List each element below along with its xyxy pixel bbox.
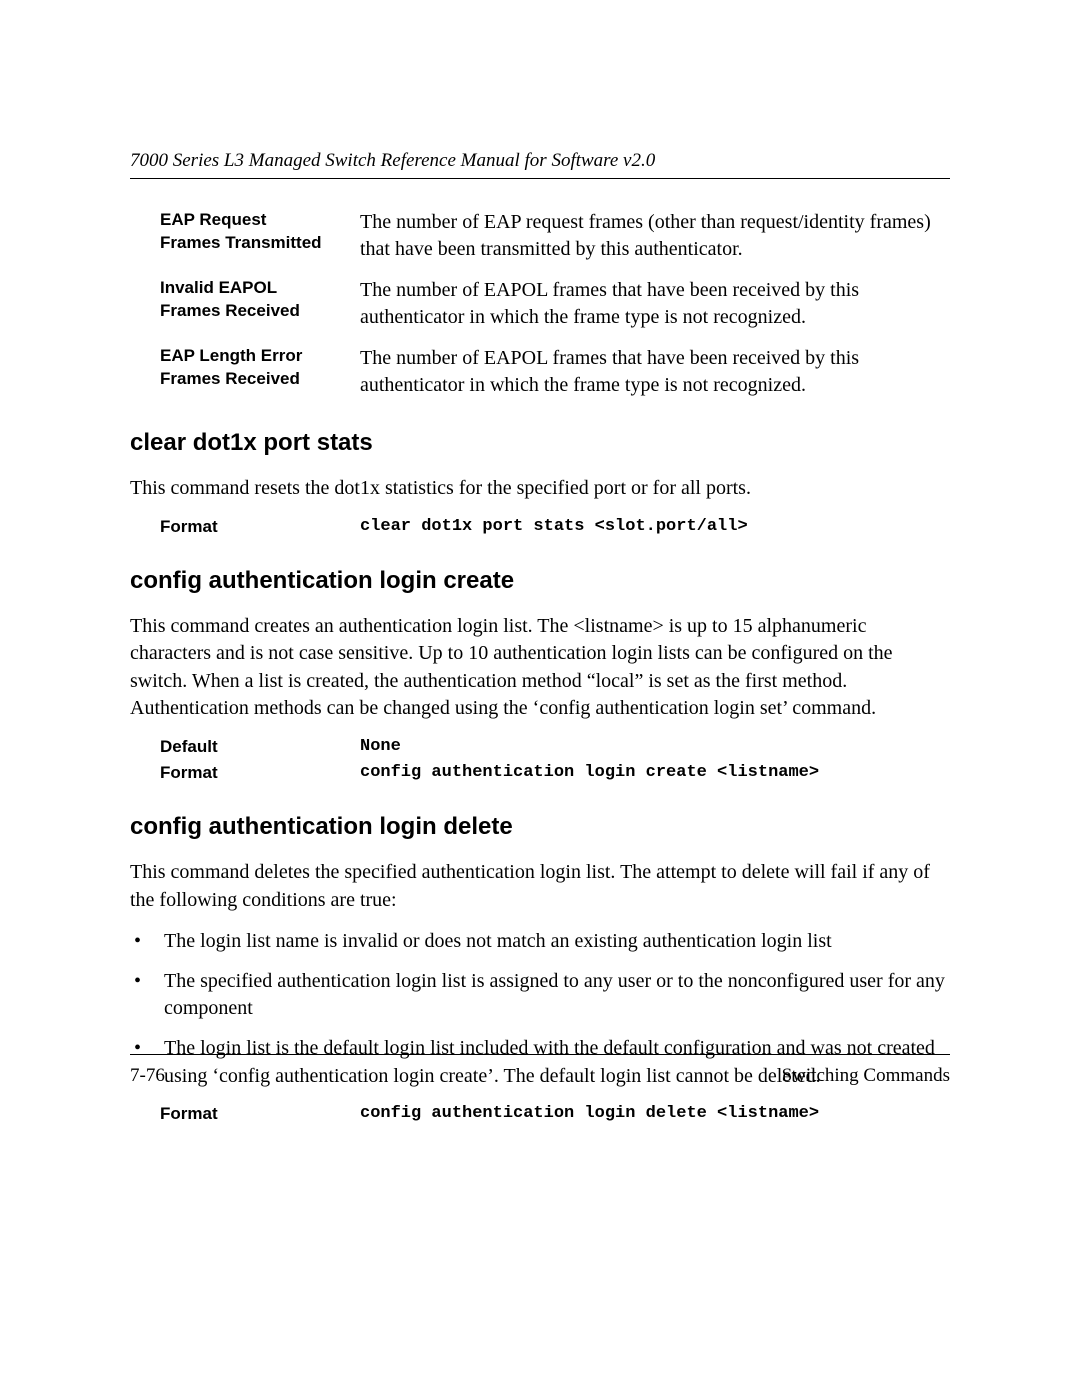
- bullet-item: The specified authentication login list …: [130, 968, 950, 1023]
- command-value: config authentication login create <list…: [360, 763, 950, 783]
- bullet-item: The login list name is invalid or does n…: [130, 928, 950, 956]
- header-rule: [130, 178, 950, 179]
- definition-row: Invalid EAPOL Frames Received The number…: [130, 277, 950, 331]
- page-container: 7000 Series L3 Managed Switch Reference …: [0, 0, 1080, 1397]
- definition-term-line: EAP Length Error: [160, 346, 302, 365]
- definition-term-line: Frames Received: [160, 301, 300, 320]
- footer-row: 7-76 Switching Commands: [130, 1065, 950, 1087]
- footer-section-label: Switching Commands: [782, 1065, 950, 1087]
- section-heading-login-create: config authentication login create: [130, 567, 950, 595]
- definition-description: The number of EAPOL frames that have bee…: [360, 345, 950, 399]
- definition-term: Invalid EAPOL Frames Received: [160, 277, 360, 331]
- command-label-default: Default: [160, 737, 360, 757]
- definition-term-line: Frames Transmitted: [160, 233, 322, 252]
- definition-term-line: Frames Received: [160, 369, 300, 388]
- command-row: Format clear dot1x port stats <slot.port…: [130, 517, 950, 537]
- command-value: config authentication login delete <list…: [360, 1104, 950, 1124]
- bullet-text: The specified authentication login list …: [164, 968, 950, 1023]
- section-body: This command resets the dot1x statistics…: [130, 475, 950, 503]
- bullet-text: The login list name is invalid or does n…: [164, 928, 832, 956]
- page-footer: 7-76 Switching Commands: [130, 1054, 950, 1087]
- section-body: This command creates an authentication l…: [130, 613, 950, 723]
- section-heading-login-delete: config authentication login delete: [130, 813, 950, 841]
- definition-description: The number of EAPOL frames that have bee…: [360, 277, 950, 331]
- page-number: 7-76: [130, 1065, 165, 1087]
- definition-term: EAP Request Frames Transmitted: [160, 209, 360, 263]
- command-row: Format config authentication login creat…: [130, 763, 950, 783]
- definition-term-line: EAP Request: [160, 210, 266, 229]
- command-value: clear dot1x port stats <slot.port/all>: [360, 517, 950, 537]
- definition-term: EAP Length Error Frames Received: [160, 345, 360, 399]
- command-label-format: Format: [160, 763, 360, 783]
- definition-description: The number of EAP request frames (other …: [360, 209, 950, 263]
- command-label-format: Format: [160, 1104, 360, 1124]
- command-row: Default None: [130, 737, 950, 757]
- section-heading-clear-stats: clear dot1x port stats: [130, 429, 950, 457]
- definition-row: EAP Request Frames Transmitted The numbe…: [130, 209, 950, 263]
- definition-term-line: Invalid EAPOL: [160, 278, 277, 297]
- footer-rule: [130, 1054, 950, 1055]
- running-header: 7000 Series L3 Managed Switch Reference …: [130, 150, 950, 172]
- command-value: None: [360, 737, 950, 757]
- definition-row: EAP Length Error Frames Received The num…: [130, 345, 950, 399]
- definition-list: EAP Request Frames Transmitted The numbe…: [130, 209, 950, 399]
- section-body: This command deletes the specified authe…: [130, 859, 950, 914]
- command-row: Format config authentication login delet…: [130, 1104, 950, 1124]
- command-label-format: Format: [160, 517, 360, 537]
